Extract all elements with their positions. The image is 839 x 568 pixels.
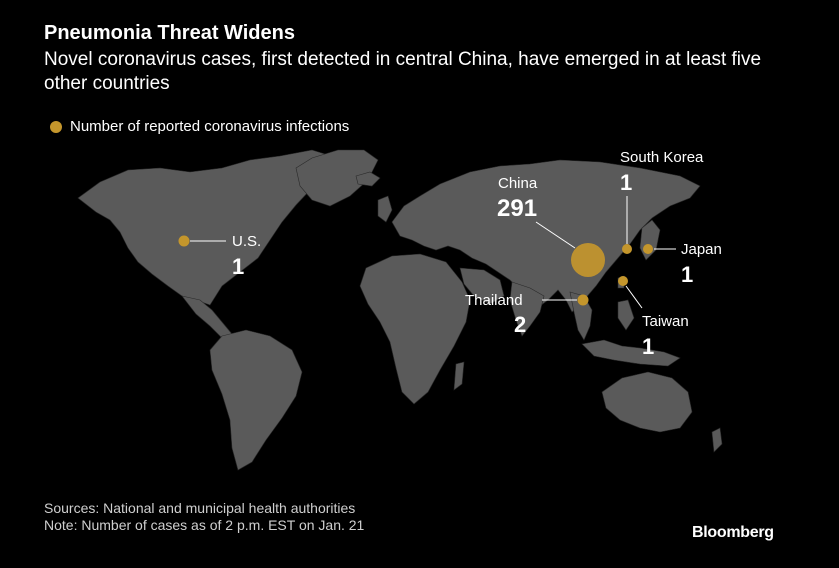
footer: Sources: National and municipal health a… <box>44 500 364 534</box>
map-markers: U.S. 1 China 291 South Korea 1 Japan 1 T… <box>178 149 722 359</box>
label-south-korea-value: 1 <box>620 170 632 195</box>
footer-sources: Sources: National and municipal health a… <box>44 500 356 516</box>
legend-label: Number of reported coronavirus infection… <box>70 118 350 135</box>
label-japan-name: Japan <box>681 241 722 258</box>
leader-china <box>535 221 576 249</box>
marker-china[interactable] <box>571 243 605 277</box>
eurasia-landmass <box>391 159 701 313</box>
label-taiwan-value: 1 <box>642 334 654 359</box>
label-us-name: U.S. <box>232 233 261 250</box>
uk-landmass <box>377 195 393 223</box>
new-zealand-landmass <box>711 427 723 453</box>
marker-taiwan[interactable] <box>618 276 628 286</box>
legend-dot-icon <box>50 120 62 133</box>
india-landmass <box>509 281 545 337</box>
footer-note: Note: Number of cases as of 2 p.m. EST o… <box>44 517 365 533</box>
chart-title: Pneumonia Threat Widens <box>44 22 295 44</box>
marker-thailand[interactable] <box>577 294 589 306</box>
label-china-value: 291 <box>497 195 537 222</box>
iceland-landmass <box>355 171 381 187</box>
philippines-landmass <box>617 299 635 331</box>
indonesia-landmass <box>581 339 681 367</box>
madagascar-landmass <box>453 361 465 391</box>
marker-japan[interactable] <box>643 244 653 254</box>
marker-south-korea[interactable] <box>622 244 632 254</box>
arabia-landmass <box>459 267 505 305</box>
label-thailand-name: Thailand <box>465 292 523 309</box>
label-us-value: 1 <box>232 254 244 279</box>
label-south-korea-name: South Korea <box>620 149 704 166</box>
legend: Number of reported coronavirus infection… <box>50 118 349 135</box>
label-taiwan-name: Taiwan <box>642 313 689 330</box>
marker-us[interactable] <box>178 235 190 247</box>
africa-landmass <box>359 253 471 405</box>
chart-subtitle: Novel coronavirus cases, first detected … <box>44 49 762 94</box>
label-japan-value: 1 <box>681 262 693 287</box>
label-china-name: China <box>498 175 538 192</box>
north-america-landmass <box>77 149 339 306</box>
australia-landmass <box>601 371 693 433</box>
leader-taiwan <box>625 285 643 309</box>
bloomberg-logo: Bloomberg <box>692 524 774 541</box>
south-america-landmass <box>209 329 303 471</box>
label-thailand-value: 2 <box>514 312 526 337</box>
land-masses <box>77 149 723 471</box>
